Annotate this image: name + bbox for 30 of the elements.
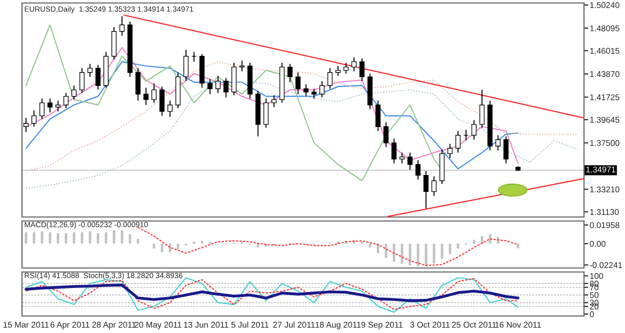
x-tick-label: 3 Oct 2011 — [410, 322, 450, 328]
y-tick-label: 50 — [590, 292, 598, 298]
y-tick-label: 1.46015 — [590, 48, 620, 54]
x-tick-label: 6 Apr 2011 — [50, 322, 90, 330]
x-tick-label: 18 Aug 2011 — [316, 322, 361, 330]
x-tick-label: 28 Apr 2011 — [92, 322, 136, 330]
x-tick-label: 27 Jul 2011 — [273, 322, 315, 328]
y-tick-label: 80 — [590, 280, 598, 287]
y-tick-label: 1.50240 — [590, 2, 620, 8]
y-tick-label: 1.48095 — [590, 25, 620, 32]
ref-line-label: 1.34971 — [586, 166, 616, 172]
y-tick-label: 0.01958 — [590, 222, 620, 228]
y-tick-label: 1.43870 — [590, 71, 620, 77]
y-tick-label: 1.39645 — [590, 116, 620, 123]
y-tick-label: 20 — [590, 304, 598, 310]
y-tick-label: 1.33210 — [590, 186, 620, 192]
x-tick-label: 16 Nov 2011 — [495, 322, 541, 328]
y-tick-label: 100 — [590, 273, 604, 279]
x-tick-label: 15 Mar 2011 — [4, 322, 49, 328]
x-tick-label: 13 Jun 2011 — [184, 322, 228, 328]
x-tick-label: 9 Sep 2011 — [361, 322, 403, 330]
y-tick-label: 0.00 — [590, 240, 606, 247]
y-tick-label: 1.31130 — [590, 209, 619, 215]
y-tick-label: 1.41725 — [590, 94, 620, 100]
y-tick-label: 0 — [590, 311, 594, 318]
x-tick-label: 20 May 2011 — [134, 322, 182, 330]
x-tick-label: 5 Jul 2011 — [231, 322, 269, 328]
y-tick-label: -0.02241 — [590, 262, 622, 268]
y-tick-label: 1.37500 — [590, 140, 620, 146]
x-tick-label: 25 Oct 2011 — [452, 322, 496, 328]
